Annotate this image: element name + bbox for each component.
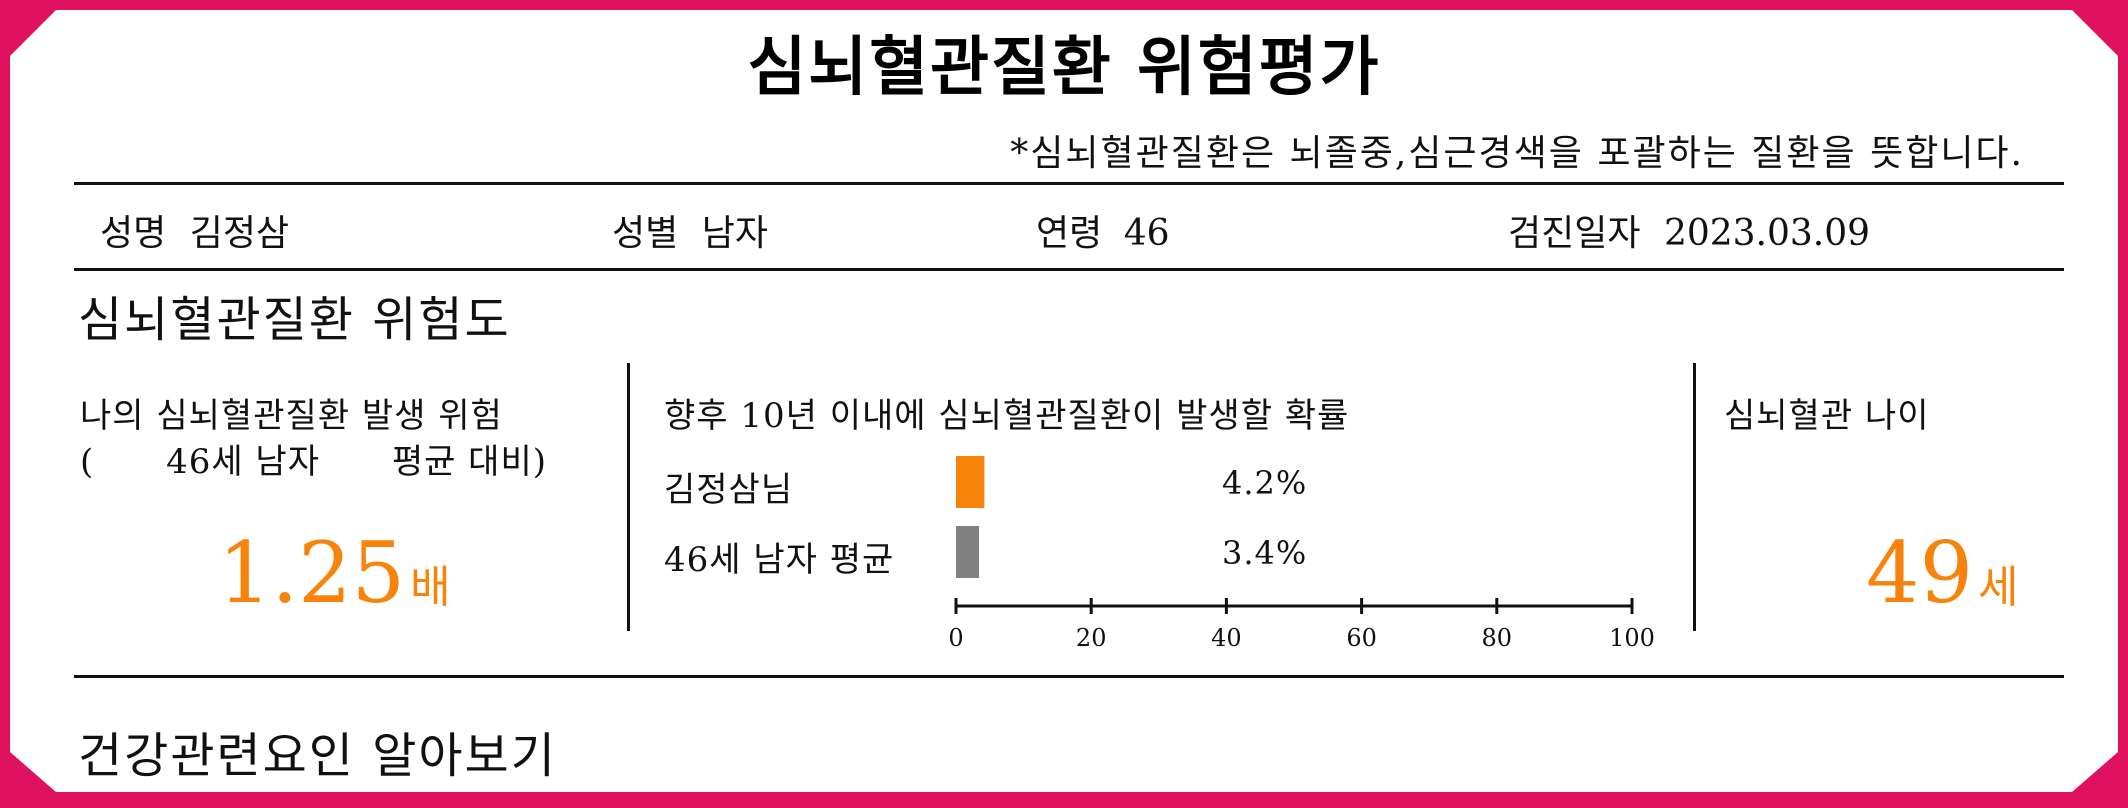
age-label: 연령 [1036, 213, 1103, 254]
bar-label-average: 46세 남자 평균 [664, 540, 895, 580]
bar-value-average: 3.4% [1222, 534, 1308, 572]
definition-note: *심뇌혈관질환은 뇌졸중,심근경색을 포괄하는 질환을 뜻합니다. [1010, 133, 2024, 174]
age-value: 46 [1123, 213, 1170, 254]
x-tick-label: 40 [1211, 624, 1242, 652]
date-label: 검진일자 [1508, 213, 1641, 254]
divider-info [74, 268, 2064, 271]
patient-age: 연령 46 [1036, 204, 1170, 256]
x-axis-ticks: 0 20 40 60 80 100 [948, 598, 1655, 652]
health-factors-title: 건강관련요인 알아보기 [78, 728, 557, 784]
patient-name: 성명 김정삼 [100, 204, 289, 256]
relative-risk-unit: 배 [410, 562, 451, 613]
divider-bottom [74, 675, 2064, 678]
x-tick-label: 0 [948, 624, 963, 652]
date-value: 2023.03.09 [1663, 213, 1871, 254]
divider-top [74, 182, 2064, 185]
relative-risk-value: 1.25 [218, 524, 406, 622]
vascular-age-value: 49 [1866, 524, 1973, 622]
bar-patient [956, 456, 985, 508]
vascular-age-heading: 심뇌혈관 나이 [1724, 396, 1930, 436]
column-divider-left [627, 363, 630, 631]
bar-label-patient: 김정삼님 [664, 470, 794, 510]
paren-open: ( [80, 442, 95, 482]
probability-heading: 향후 10년 이내에 심뇌혈관질환이 발생할 확률 [664, 396, 1350, 436]
x-tick-label: 80 [1482, 624, 1513, 652]
x-tick-label: 100 [1609, 624, 1655, 652]
comparison-group: 46세 남자 [166, 442, 320, 482]
name-value: 김정삼 [189, 213, 290, 254]
vascular-age-unit: 세 [1977, 562, 2019, 613]
sex-label: 성별 [612, 213, 679, 254]
patient-sex: 성별 남자 [612, 204, 768, 256]
bar-average [956, 526, 979, 578]
x-tick-label: 60 [1346, 624, 1377, 652]
vascular-age-value-group: 49 세 [1866, 524, 2018, 622]
name-label: 성명 [100, 213, 167, 254]
relative-risk-heading: 나의 심뇌혈관질환 발생 위험 [80, 396, 503, 436]
relative-risk-subheading: ( 46세 남자 평균 대비) [80, 434, 547, 483]
risk-section-title: 심뇌혈관질환 위험도 [78, 292, 511, 348]
page-title: 심뇌혈관질환 위험평가 [747, 31, 1381, 105]
bar-value-patient: 4.2% [1222, 464, 1308, 502]
column-divider-right [1693, 363, 1696, 631]
x-tick-label: 20 [1076, 624, 1107, 652]
relative-risk-value-group: 1.25 배 [218, 524, 451, 622]
comparison-avg: 평균 대비) [391, 442, 548, 482]
checkup-date: 검진일자 2023.03.09 [1508, 204, 1870, 256]
probability-chart: 0 20 40 60 80 100 [948, 456, 1655, 652]
sex-value: 남자 [701, 213, 768, 254]
